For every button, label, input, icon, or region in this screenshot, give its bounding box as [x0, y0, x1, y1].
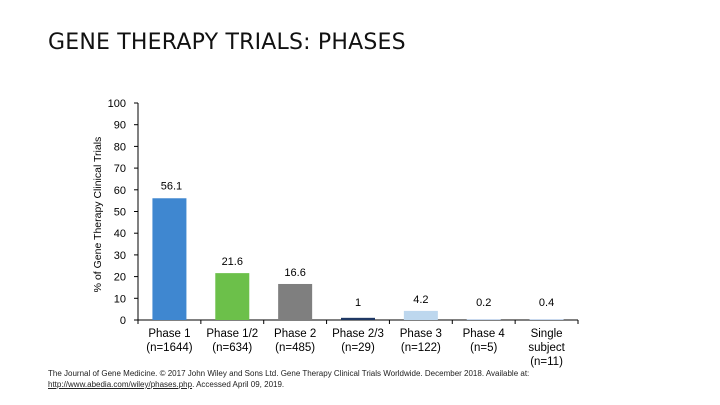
- bar: [152, 198, 187, 320]
- x-tick-label: (n=11): [530, 356, 563, 368]
- y-axis: 0 10 20 30 40 50 60 70 80 90 100: [108, 98, 139, 327]
- y-tick-label: 30: [114, 250, 126, 262]
- y-tick-label: 40: [114, 228, 126, 240]
- data-label: 56.1: [161, 180, 182, 192]
- x-tick-label: Phase 1/2: [206, 328, 258, 340]
- bar: [215, 273, 250, 320]
- x-tick-label: Phase 1: [148, 328, 190, 340]
- data-label: 1: [355, 297, 361, 309]
- source-link[interactable]: http://www.abedia.com/wiley/phases.php: [48, 380, 193, 389]
- y-tick-label: 100: [108, 98, 126, 110]
- bar: [341, 317, 375, 320]
- x-tick-label: (n=485): [275, 342, 315, 354]
- x-tick-label: Phase 3: [400, 328, 442, 340]
- x-tick-label: Single: [531, 328, 563, 340]
- y-tick-label: 70: [114, 163, 126, 175]
- y-axis-label: % of Gene Therapy Clinical Trials: [92, 137, 104, 293]
- y-tick-label: 50: [114, 207, 126, 219]
- bars: [152, 198, 564, 320]
- y-tick-label: 90: [114, 120, 126, 132]
- source-text: The Journal of Gene Medicine. © 2017 Joh…: [48, 369, 530, 378]
- x-tick-label: subject: [528, 342, 565, 354]
- data-label: 21.6: [222, 256, 243, 268]
- data-label: 0.2: [476, 297, 491, 309]
- bar: [466, 319, 501, 320]
- data-label: 0.4: [539, 297, 554, 309]
- y-tick-label: 10: [114, 293, 126, 305]
- data-label: 4.2: [413, 294, 428, 306]
- bar: [403, 310, 438, 320]
- bar: [529, 319, 564, 320]
- x-tick-label: (n=122): [401, 342, 441, 354]
- x-tick-label: (n=29): [341, 342, 375, 354]
- y-axis-label-group: % of Gene Therapy Clinical Trials: [92, 137, 104, 293]
- data-label: 16.6: [284, 267, 305, 279]
- source-accessed: . Accessed April 09, 2019.: [192, 380, 285, 389]
- x-tick-label: (n=5): [470, 342, 497, 354]
- x-tick-label: (n=634): [212, 342, 252, 354]
- source-citation: The Journal of Gene Medicine. © 2017 Joh…: [48, 368, 668, 390]
- y-tick-label: 20: [114, 272, 126, 284]
- x-tick-label: Phase 2: [274, 328, 316, 340]
- x-axis: [137, 319, 579, 324]
- x-tick-label: Phase 4: [463, 328, 506, 340]
- y-tick-label: 60: [114, 185, 126, 197]
- x-tick-label: Phase 2/3: [332, 328, 384, 340]
- data-labels: 56.1 21.6 16.6 1 4.2 0.2 0.4: [161, 180, 555, 309]
- x-tick-label: (n=1644): [146, 342, 193, 354]
- y-tick-label: 80: [114, 141, 126, 153]
- slide-title: GENE THERAPY TRIALS: PHASES: [48, 30, 406, 55]
- bar: [278, 283, 313, 320]
- y-tick-label: 0: [120, 315, 126, 327]
- x-tick-labels: Phase 1 (n=1644) Phase 1/2 (n=634) Phase 2 (n…: [146, 328, 565, 368]
